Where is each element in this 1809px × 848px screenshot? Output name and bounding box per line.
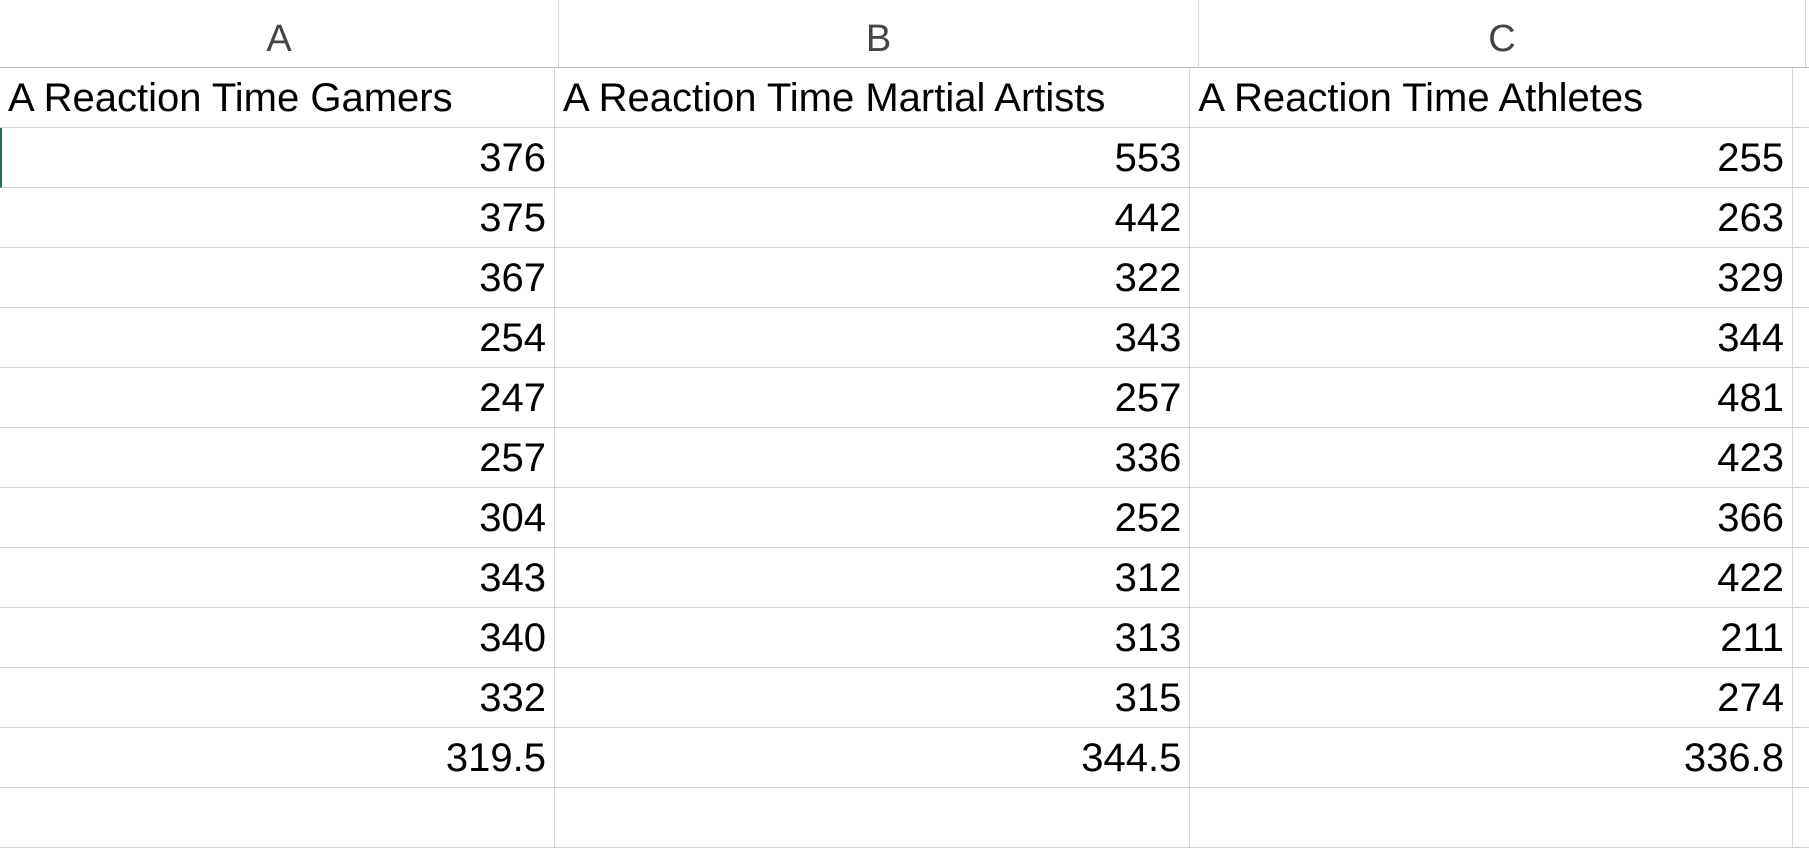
cell-a10[interactable]: 340 (0, 608, 555, 668)
cell-c7[interactable]: 423 (1190, 428, 1793, 488)
table-row: 340 313 211 (0, 608, 1809, 668)
column-header-c[interactable]: C (1199, 0, 1806, 68)
cell-c10[interactable]: 211 (1190, 608, 1793, 668)
column-header-row: A B C (0, 0, 1809, 68)
cell-d2[interactable] (1793, 128, 1809, 188)
cell-b8[interactable]: 252 (554, 488, 1191, 548)
cell-c3[interactable]: 263 (1190, 188, 1793, 248)
cell-c8[interactable]: 366 (1190, 488, 1793, 548)
cell-a1[interactable]: A Reaction Time Gamers (0, 68, 555, 128)
cell-b7[interactable]: 336 (554, 428, 1191, 488)
cell-c13[interactable] (1190, 788, 1793, 848)
cell-b12[interactable]: 344.5 (554, 728, 1191, 788)
cell-b4[interactable]: 322 (554, 248, 1191, 308)
cell-b3[interactable]: 442 (554, 188, 1191, 248)
column-header-d[interactable] (1806, 0, 1809, 68)
cell-a9[interactable]: 343 (0, 548, 555, 608)
cell-b11[interactable]: 315 (554, 668, 1191, 728)
cell-c11[interactable]: 274 (1190, 668, 1793, 728)
cell-c12[interactable]: 336.8 (1190, 728, 1793, 788)
cell-d9[interactable] (1793, 548, 1809, 608)
cell-d13[interactable] (1793, 788, 1809, 848)
cell-a4[interactable]: 367 (0, 248, 555, 308)
cell-c6[interactable]: 481 (1190, 368, 1793, 428)
cell-c2[interactable]: 255 (1190, 128, 1793, 188)
table-row: 343 312 422 (0, 548, 1809, 608)
table-row: 257 336 423 (0, 428, 1809, 488)
cell-c5[interactable]: 344 (1190, 308, 1793, 368)
cell-d11[interactable] (1793, 668, 1809, 728)
cell-a6[interactable]: 247 (0, 368, 555, 428)
cell-grid: A Reaction Time Gamers A Reaction Time M… (0, 68, 1809, 848)
cell-b5[interactable]: 343 (554, 308, 1191, 368)
table-row (0, 788, 1809, 848)
table-row: 332 315 274 (0, 668, 1809, 728)
table-row: 367 322 329 (0, 248, 1809, 308)
cell-a8[interactable]: 304 (0, 488, 555, 548)
cell-d5[interactable] (1793, 308, 1809, 368)
cell-a3[interactable]: 375 (0, 188, 555, 248)
cell-a5[interactable]: 254 (0, 308, 555, 368)
table-row: 304 252 366 (0, 488, 1809, 548)
cell-d6[interactable] (1793, 368, 1809, 428)
table-row: 254 343 344 (0, 308, 1809, 368)
cell-c4[interactable]: 329 (1190, 248, 1793, 308)
cell-b10[interactable]: 313 (554, 608, 1191, 668)
cell-a11[interactable]: 332 (0, 668, 555, 728)
cell-b13[interactable] (554, 788, 1191, 848)
cell-a12[interactable]: 319.5 (0, 728, 555, 788)
cell-d3[interactable] (1793, 188, 1809, 248)
cell-d10[interactable] (1793, 608, 1809, 668)
table-row: 319.5 344.5 336.8 (0, 728, 1809, 788)
cell-c1[interactable]: A Reaction Time Athletes (1190, 68, 1793, 128)
cell-b2[interactable]: 553 (555, 128, 1191, 188)
table-row: 247 257 481 (0, 368, 1809, 428)
cell-d7[interactable] (1793, 428, 1809, 488)
column-header-b[interactable]: B (559, 0, 1199, 68)
table-row: 376 553 255 (0, 128, 1809, 188)
cell-a7[interactable]: 257 (0, 428, 555, 488)
cell-a13[interactable] (0, 788, 555, 848)
cell-d12[interactable] (1793, 728, 1809, 788)
cell-b9[interactable]: 312 (554, 548, 1191, 608)
cell-d4[interactable] (1793, 248, 1809, 308)
cell-a2[interactable]: 376 (0, 128, 555, 188)
cell-b1[interactable]: A Reaction Time Martial Artists (554, 68, 1191, 128)
cell-d8[interactable] (1793, 488, 1809, 548)
table-row: A Reaction Time Gamers A Reaction Time M… (0, 68, 1809, 128)
column-header-a[interactable]: A (0, 0, 559, 68)
cell-c9[interactable]: 422 (1190, 548, 1793, 608)
cell-b6[interactable]: 257 (554, 368, 1191, 428)
table-row: 375 442 263 (0, 188, 1809, 248)
cell-d1[interactable] (1793, 68, 1809, 128)
